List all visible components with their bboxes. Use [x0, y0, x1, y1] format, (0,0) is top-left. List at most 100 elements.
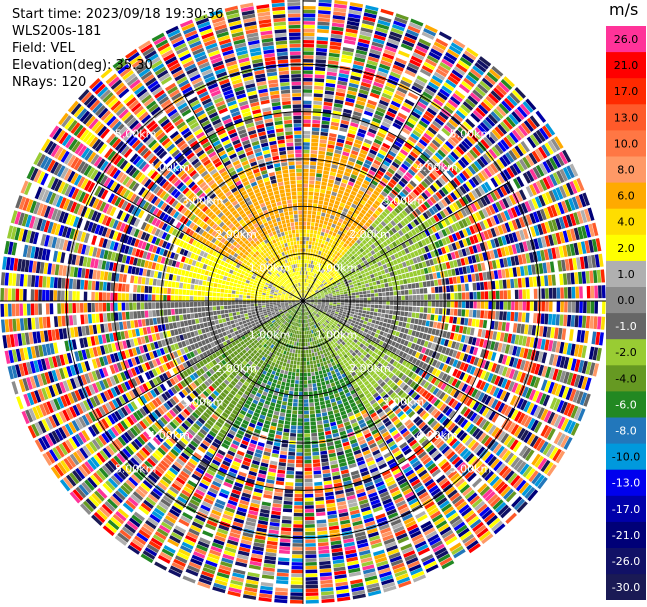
velocity-gate	[312, 307, 316, 310]
velocity-gate	[486, 384, 493, 394]
velocity-gate	[421, 261, 427, 268]
velocity-gate	[328, 175, 336, 180]
velocity-gate	[353, 283, 358, 287]
velocity-gate	[303, 165, 309, 169]
velocity-gate	[331, 280, 336, 284]
velocity-gate	[315, 309, 319, 312]
velocity-gate	[369, 399, 377, 405]
velocity-gate	[465, 309, 470, 317]
velocity-gate	[481, 420, 491, 431]
velocity-gate	[430, 510, 442, 520]
velocity-gate	[316, 420, 323, 425]
velocity-gate	[355, 301, 360, 304]
velocity-gate	[409, 202, 417, 210]
velocity-gate	[515, 160, 525, 173]
velocity-gate	[381, 431, 390, 438]
velocity-gate	[436, 497, 448, 506]
velocity-gate	[440, 174, 449, 183]
velocity-gate	[286, 466, 295, 471]
velocity-gate	[358, 312, 362, 317]
velocity-gate	[315, 496, 324, 501]
velocity-gate	[515, 346, 522, 357]
velocity-gate	[585, 315, 591, 329]
velocity-gate	[520, 429, 529, 442]
velocity-gate	[344, 204, 351, 210]
velocity-gate	[356, 341, 361, 346]
velocity-gate	[507, 381, 515, 392]
velocity-gate	[534, 148, 545, 161]
velocity-gate	[473, 460, 483, 471]
velocity-gate	[388, 192, 396, 199]
velocity-gate	[455, 325, 460, 333]
velocity-gate	[532, 211, 540, 223]
velocity-gate	[488, 291, 492, 300]
velocity-gate	[390, 465, 400, 472]
velocity-gate	[434, 232, 441, 240]
velocity-gate	[359, 306, 363, 310]
velocity-gate	[549, 261, 555, 273]
velocity-gate	[375, 369, 382, 376]
velocity-gate	[271, 510, 281, 516]
velocity-gate	[471, 213, 479, 223]
velocity-gate	[382, 264, 388, 270]
velocity-gate	[327, 333, 332, 338]
velocity-gate	[382, 367, 389, 374]
velocity-gate	[566, 244, 572, 257]
velocity-gate	[324, 241, 329, 246]
velocity-gate	[318, 545, 330, 551]
velocity-gate	[326, 151, 334, 157]
velocity-gate	[542, 326, 548, 338]
velocity-gate	[407, 312, 412, 318]
velocity-gate	[280, 408, 286, 413]
velocity-gate	[353, 236, 358, 242]
velocity-gate	[321, 313, 325, 317]
velocity-gate	[326, 237, 330, 242]
velocity-gate	[545, 444, 556, 458]
velocity-gate	[354, 53, 367, 59]
velocity-gate	[447, 512, 459, 522]
velocity-gate	[419, 254, 425, 262]
velocity-gate	[578, 360, 585, 373]
velocity-gate	[388, 34, 401, 42]
velocity-gate	[447, 397, 456, 407]
velocity-gate	[479, 338, 485, 348]
velocity-gate	[415, 312, 420, 319]
velocity-gate	[476, 282, 481, 291]
velocity-gate	[289, 387, 294, 392]
velocity-gate	[306, 233, 310, 237]
velocity-gate	[365, 374, 372, 380]
velocity-gate	[361, 23, 374, 30]
velocity-gate	[331, 310, 336, 313]
velocity-gate	[419, 214, 426, 222]
velocity-gate	[327, 250, 331, 255]
velocity-gate	[403, 124, 413, 132]
velocity-gate	[451, 268, 456, 276]
velocity-gate	[315, 250, 319, 255]
velocity-gate	[398, 237, 404, 244]
velocity-gate	[507, 301, 511, 310]
velocity-gate	[413, 445, 422, 453]
velocity-gate	[288, 367, 293, 372]
velocity-gate	[418, 319, 423, 326]
velocity-gate	[424, 372, 431, 381]
velocity-gate	[310, 421, 317, 426]
velocity-gate	[555, 314, 560, 326]
velocity-gate	[321, 212, 326, 217]
velocity-gate	[486, 240, 493, 250]
velocity-gate	[324, 426, 331, 432]
velocity-gate	[558, 151, 568, 165]
velocity-gate	[323, 316, 328, 320]
velocity-gate	[535, 164, 545, 177]
velocity-gate	[281, 443, 288, 448]
velocity-gate	[346, 277, 351, 281]
velocity-gate	[355, 180, 362, 186]
velocity-gate	[537, 476, 548, 490]
velocity-gate	[408, 306, 413, 312]
velocity-gate	[454, 89, 466, 100]
velocity-gate	[303, 153, 310, 158]
velocity-gate	[358, 189, 365, 196]
velocity-gate	[296, 342, 299, 346]
velocity-gate	[382, 417, 390, 424]
velocity-gate	[282, 432, 290, 437]
velocity-gate	[466, 364, 473, 374]
